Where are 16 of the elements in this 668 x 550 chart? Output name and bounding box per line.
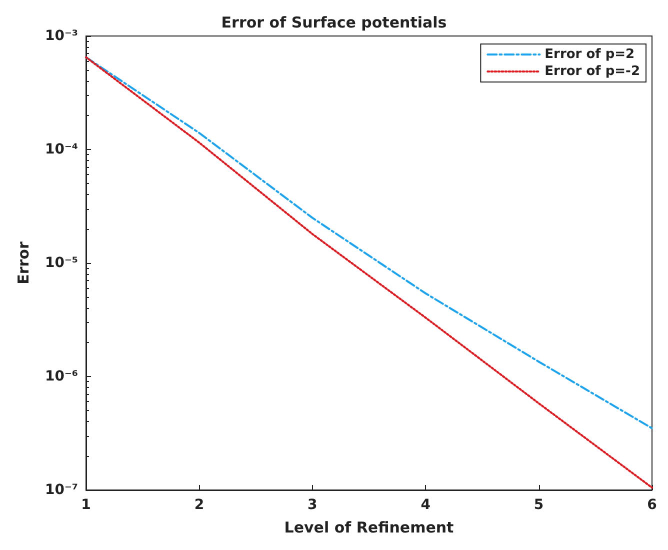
x-tick-label: 5	[534, 497, 544, 513]
legend-label: Error of p=-2	[544, 64, 640, 79]
x-tick-label: 3	[308, 497, 318, 513]
y-tick-label: 10⁻⁴	[44, 142, 78, 158]
legend-label: Error of p=2	[544, 47, 635, 62]
y-tick-label: 10⁻⁷	[44, 482, 78, 498]
x-tick-label: 6	[647, 497, 657, 513]
x-tick-label: 4	[420, 497, 431, 513]
y-tick-label: 10⁻⁶	[44, 368, 78, 384]
x-tick-label: 1	[81, 497, 91, 513]
x-tick-label: 2	[194, 497, 204, 513]
y-tick-label: 10⁻⁵	[44, 255, 78, 271]
x-axis-title: Level of Refinement	[284, 518, 454, 536]
y-tick-label: 10⁻³	[44, 28, 78, 44]
y-axis-title: Error	[14, 241, 32, 284]
chart-title: Error of Surface potentials	[221, 14, 447, 32]
